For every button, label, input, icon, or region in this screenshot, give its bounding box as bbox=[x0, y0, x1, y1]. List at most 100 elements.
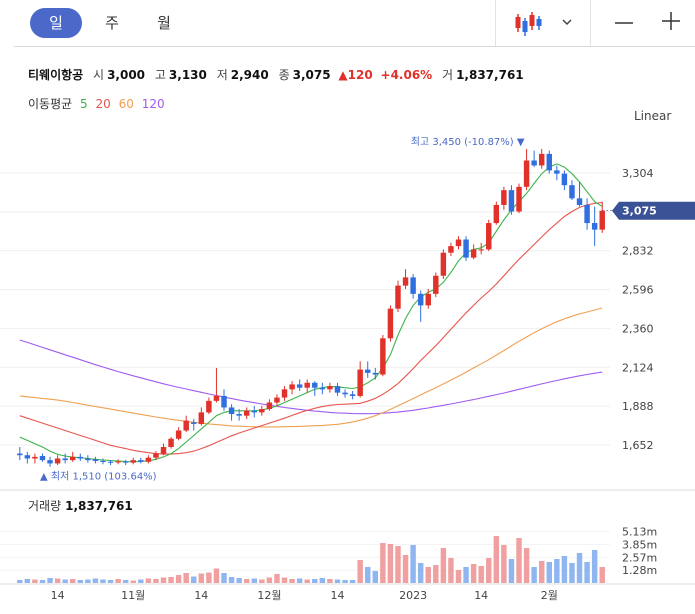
volume-bar bbox=[259, 579, 265, 583]
candle-body bbox=[24, 455, 31, 459]
x-tick-label: 14 bbox=[474, 589, 488, 602]
candle-body bbox=[365, 369, 371, 373]
ma120-legend: 120 bbox=[141, 97, 165, 111]
minus-icon[interactable] bbox=[606, 6, 640, 40]
candle-body bbox=[531, 160, 537, 166]
x-tick-label: 2월 bbox=[541, 589, 558, 602]
volume-bar bbox=[493, 536, 500, 583]
candle-body bbox=[213, 395, 220, 401]
candle-body bbox=[198, 412, 205, 424]
candle-body bbox=[486, 223, 492, 250]
price-tick-label: 2,596 bbox=[622, 284, 654, 297]
candle-body bbox=[372, 372, 379, 375]
ma20-legend: 20 bbox=[95, 97, 111, 111]
candle-body bbox=[70, 456, 76, 461]
volume-bar bbox=[107, 580, 114, 583]
volume-bar bbox=[312, 579, 318, 583]
volume-bar bbox=[365, 567, 371, 583]
candle-body bbox=[296, 384, 303, 388]
volume-bar bbox=[501, 545, 507, 583]
candle-body bbox=[251, 410, 257, 413]
candle-body bbox=[463, 239, 469, 258]
volume-bar bbox=[372, 571, 379, 583]
period-tab-day[interactable]: 일 bbox=[30, 8, 82, 38]
volume-bar bbox=[433, 565, 439, 583]
volume-bar bbox=[130, 580, 136, 583]
candle-body bbox=[576, 198, 583, 205]
stock-name: 티웨이항공 bbox=[28, 68, 84, 82]
volume-bar bbox=[569, 563, 575, 583]
volume-bar bbox=[122, 580, 129, 583]
candle-body bbox=[266, 402, 273, 410]
candle-body bbox=[584, 204, 590, 224]
period-tab-month[interactable]: 월 bbox=[157, 14, 171, 32]
candle-body bbox=[440, 252, 447, 276]
x-tick-label: 11월 bbox=[121, 589, 145, 602]
volume-bar bbox=[153, 579, 159, 583]
volume-bar bbox=[100, 579, 106, 583]
candlestick-icon[interactable] bbox=[510, 6, 544, 40]
candle-body bbox=[569, 185, 575, 199]
volume-bar bbox=[191, 576, 197, 583]
volume-bar bbox=[410, 545, 416, 583]
candle-body bbox=[130, 460, 136, 463]
current-price-badge bbox=[612, 201, 695, 220]
volume-bar bbox=[85, 579, 91, 583]
ma120-line bbox=[19, 339, 603, 415]
candle-body bbox=[183, 420, 189, 431]
volume-bar bbox=[274, 574, 280, 583]
candle-body bbox=[380, 338, 386, 375]
price-tick-label: 2,832 bbox=[622, 245, 654, 258]
candle-body bbox=[243, 410, 250, 416]
candle-body bbox=[122, 461, 129, 463]
plus-icon[interactable] bbox=[654, 6, 688, 40]
volume-bar bbox=[448, 558, 454, 583]
candle-body bbox=[100, 460, 106, 462]
change-value: ▲120 bbox=[338, 68, 373, 82]
candle-body bbox=[228, 407, 235, 415]
scale-mode-toggle[interactable]: Linear bbox=[634, 109, 672, 123]
high-marker-label: 최고 3,450 (-10.87%) ▼ bbox=[411, 136, 525, 148]
candle-body bbox=[281, 389, 288, 398]
volume-bar bbox=[281, 577, 288, 583]
candle-body bbox=[160, 446, 167, 454]
price-tick-label: 1,652 bbox=[622, 439, 654, 452]
candle-body bbox=[357, 369, 363, 396]
volume-bar bbox=[175, 575, 182, 583]
current-price-badge-label: 3,075 bbox=[622, 205, 657, 218]
candle-body bbox=[206, 400, 212, 413]
volume-bar bbox=[576, 553, 583, 583]
candle-body bbox=[289, 384, 295, 390]
price-tick-label: 1,888 bbox=[622, 400, 654, 413]
ma60-legend: 60 bbox=[118, 97, 134, 111]
volume-bar bbox=[463, 567, 469, 583]
candle-body bbox=[62, 458, 68, 461]
price-tick-label: 2,360 bbox=[622, 322, 654, 335]
volume-bar bbox=[251, 578, 257, 583]
candle-body bbox=[425, 293, 431, 306]
quote-summary: 티웨이항공 시 3,000 고 3,130 저 2,940 종 3,075 ▲120 +… bbox=[28, 66, 524, 83]
volume-bar bbox=[213, 568, 220, 583]
candle-body bbox=[77, 456, 84, 459]
chevron-down-icon[interactable] bbox=[555, 6, 579, 40]
volume-bar bbox=[380, 543, 386, 583]
volume-bar bbox=[425, 567, 431, 583]
price-tick-label: 3,304 bbox=[622, 167, 654, 180]
candle-body bbox=[410, 277, 416, 294]
volume-bar bbox=[319, 578, 326, 583]
volume-bar bbox=[387, 544, 394, 583]
candle-body bbox=[395, 285, 401, 309]
candle-body bbox=[342, 392, 348, 395]
candle-body bbox=[259, 409, 265, 413]
volume-bar bbox=[349, 580, 356, 583]
candle-body bbox=[448, 246, 454, 253]
volume-bar bbox=[54, 578, 61, 583]
x-tick-label: 2023 bbox=[399, 589, 427, 602]
volume-bar bbox=[334, 579, 341, 583]
candle-body bbox=[221, 395, 227, 408]
open-value: 3,000 bbox=[107, 68, 146, 82]
candle-body bbox=[523, 160, 530, 187]
volume-label: 거 bbox=[442, 68, 454, 82]
period-tab-week[interactable]: 주 bbox=[105, 14, 119, 32]
